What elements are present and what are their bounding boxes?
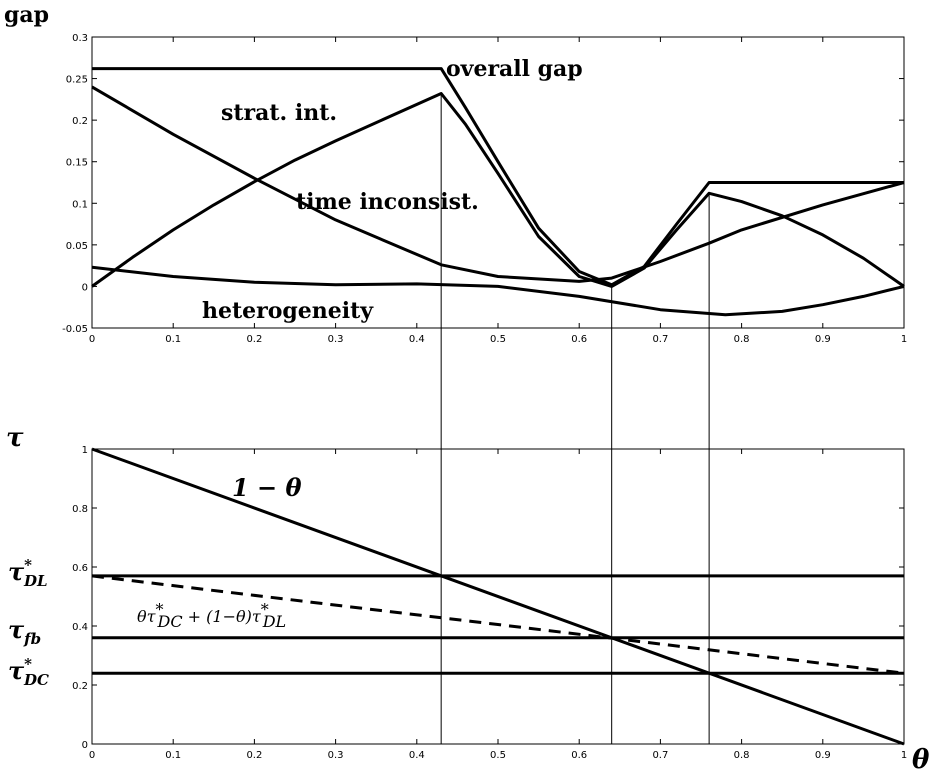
top-y-axis-label: gap: [4, 2, 49, 28]
bottom-y-tick-label: 0.8: [72, 504, 88, 515]
bottom-y-tick-label: 1: [82, 445, 88, 456]
bottom-y-tick-label: 0.6: [72, 563, 88, 574]
bottom-y-tick-label: 0.2: [72, 681, 88, 692]
bottom-x-tick-label: 0.5: [490, 750, 506, 761]
top-y-tick-label: 0: [82, 282, 88, 293]
bottom-panel: 0 0.1 0.2 0.3 0.4 0.5 0.6 0.7 0.8 0.9 1 0 0.2 0.4 0.6…: [6, 423, 930, 771]
bottom-x-tick-label: 0: [89, 750, 95, 761]
tau-fb-label: τfb: [8, 615, 41, 648]
bottom-x-tick-label: 0.4: [409, 750, 425, 761]
bottom-y-axis-label: τ: [6, 423, 24, 453]
one-minus-theta-label: 1 − θ: [232, 473, 302, 502]
bottom-x-tick-label: 0.8: [734, 750, 750, 761]
bottom-x-ticks: 0 0.1 0.2 0.3 0.4 0.5 0.6 0.7 0.8 0.9 1: [89, 449, 907, 761]
strat-int-label: strat. int.: [221, 100, 337, 126]
bottom-y-tick-label: 0.4: [72, 622, 88, 633]
top-x-tick-label: 0: [89, 334, 95, 345]
heterogeneity-label: heterogeneity: [202, 298, 374, 324]
bottom-x-tick-label: 0.3: [328, 750, 344, 761]
bottom-x-axis-label: θ: [912, 745, 930, 771]
top-y-tick-label: 0.3: [72, 33, 88, 44]
top-y-tick-label: 0.15: [66, 158, 88, 169]
top-x-tick-label: 1: [901, 334, 907, 345]
bottom-x-tick-label: 0.6: [571, 750, 587, 761]
bottom-x-tick-label: 1: [901, 750, 907, 761]
top-x-tick-label: 0.5: [490, 334, 506, 345]
bottom-y-ticks: 0 0.2 0.4 0.6 0.8 1: [72, 445, 904, 751]
top-x-tick-label: 0.4: [409, 334, 425, 345]
bottom-series-line-4: [91, 574, 905, 675]
bottom-x-tick-label: 0.1: [165, 750, 181, 761]
top-series-line-3: [91, 265, 905, 317]
top-panel: 0 0.1 0.2 0.3 0.4 0.5 0.6 0.7 0.8 0.9 1 -0.0500.05…: [4, 2, 907, 345]
top-y-tick-label: 0.25: [66, 75, 88, 86]
tau-dl-label: τ* DL: [8, 556, 48, 590]
top-x-tick-label: 0.2: [246, 334, 262, 345]
top-y-tick-label: -0.05: [62, 324, 88, 335]
top-y-tick-label: 0.2: [72, 116, 88, 127]
top-x-ticks: 0 0.1 0.2 0.3 0.4 0.5 0.6 0.7 0.8 0.9 1: [89, 37, 907, 345]
mixed-tau-label: θτ* DC + (1−θ)τ* DL: [137, 600, 286, 631]
top-x-tick-label: 0.9: [815, 334, 831, 345]
top-x-tick-label: 0.6: [571, 334, 587, 345]
top-y-tick-label: 0.05: [66, 241, 88, 252]
tau-dc-label: τ* DC: [8, 655, 49, 689]
bottom-y-tick-label: 0: [82, 740, 88, 751]
vertical-guide-lines: [440, 93, 710, 744]
top-x-tick-label: 0.3: [328, 334, 344, 345]
overall-gap-label: overall gap: [446, 56, 583, 82]
bottom-x-tick-label: 0.9: [815, 750, 831, 761]
top-series-line-0: [92, 67, 904, 287]
bottom-series: [91, 447, 905, 746]
top-x-tick-label: 0.7: [652, 334, 668, 345]
top-x-tick-label: 0.1: [165, 334, 181, 345]
bottom-x-tick-label: 0.7: [652, 750, 668, 761]
top-series-line-1: [91, 92, 905, 288]
time-inconsist-label: time inconsist.: [296, 189, 479, 215]
bottom-x-tick-label: 0.2: [246, 750, 262, 761]
top-y-ticks: -0.05 0 0.05 0.1 0.15 0.2 0.25 0.3: [62, 33, 904, 335]
top-x-tick-label: 0.8: [734, 334, 750, 345]
top-y-tick-label: 0.1: [72, 199, 88, 210]
top-series-line-2: [91, 85, 905, 283]
top-series: [91, 67, 905, 317]
bottom-series-line-0: [91, 447, 905, 746]
